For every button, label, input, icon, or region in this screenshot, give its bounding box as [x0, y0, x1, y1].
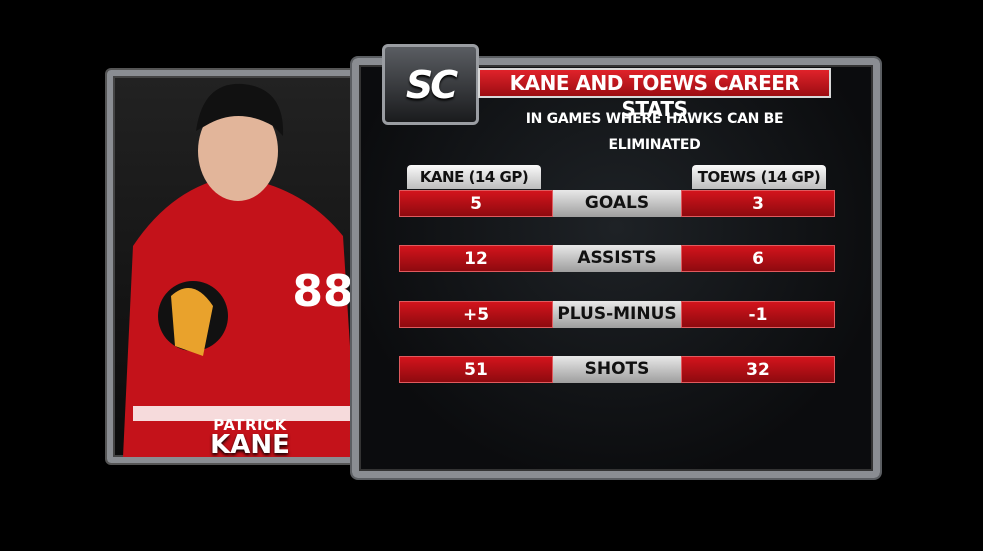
player-last-name: KANE — [210, 430, 290, 460]
stat-label: ASSISTS — [553, 245, 681, 273]
logo: SC — [382, 44, 479, 125]
right-value: -1 — [681, 300, 835, 328]
left-value: +5 — [399, 300, 553, 328]
right-value: 3 — [681, 190, 835, 217]
player-first-name: PATRICK — [213, 416, 287, 434]
right-value: 6 — [681, 245, 835, 273]
player-photo: 88 — [123, 83, 357, 457]
stat-label: GOALS — [553, 190, 681, 217]
svg-text:88: 88 — [292, 266, 353, 317]
left-value: 12 — [399, 245, 553, 273]
left-value: 5 — [399, 190, 553, 217]
left-player-tab: KANE (14 GP) — [407, 165, 541, 189]
player-card: 88 PATRICK KANE — [107, 70, 363, 463]
title: KANE AND TOEWS CAREER STATS — [478, 68, 831, 121]
stat-label: PLUS-MINUS — [553, 300, 681, 328]
right-value: 32 — [681, 355, 835, 383]
stat-label: SHOTS — [553, 355, 681, 383]
left-value: 51 — [399, 355, 553, 383]
right-player-tab: TOEWS (14 GP) — [692, 165, 826, 189]
subtitle: IN GAMES WHERE HAWKS CAN BE ELIMINATED — [525, 111, 784, 153]
